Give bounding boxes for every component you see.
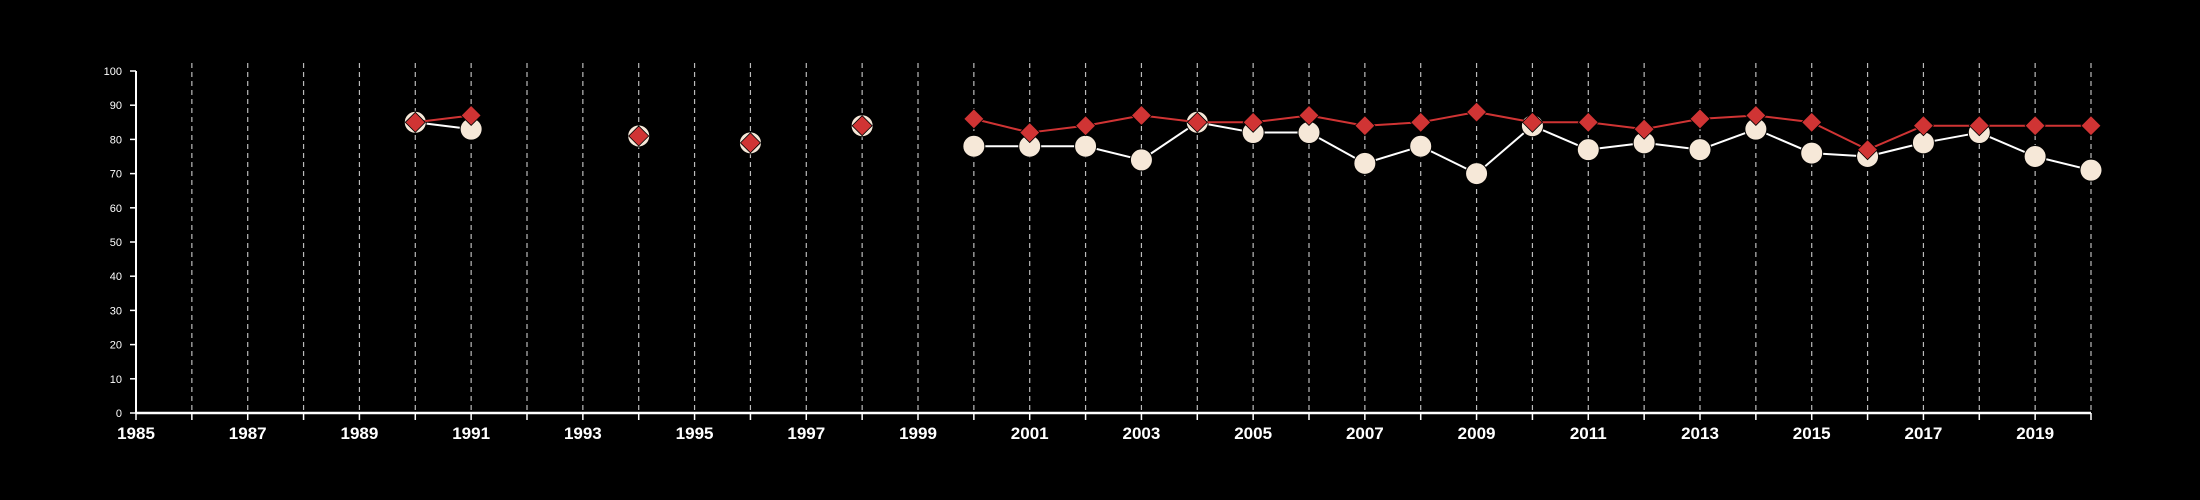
x-tick-label: 2007 — [1346, 424, 1384, 443]
x-tick-label: 1985 — [117, 424, 155, 443]
x-tick-label: 1993 — [564, 424, 602, 443]
x-tick-label: 1989 — [341, 424, 379, 443]
series-line-segment — [1085, 114, 1142, 127]
y-tick-label: 60 — [110, 203, 122, 215]
data-point-diamond — [460, 104, 482, 127]
data-point-circle — [1409, 134, 1433, 158]
y-tick-label: 40 — [110, 271, 122, 283]
y-tick-label: 70 — [110, 169, 122, 181]
y-tick-label: 0 — [116, 408, 122, 420]
data-point-diamond — [1633, 118, 1655, 140]
y-tick-label: 100 — [104, 66, 122, 78]
y-tick-label: 80 — [110, 134, 122, 146]
x-tick-label: 1995 — [676, 424, 714, 443]
data-point-diamond — [1186, 111, 1208, 133]
data-point-diamond — [851, 115, 873, 137]
data-point-diamond — [1689, 108, 1711, 130]
x-tick-label: 2017 — [1905, 424, 1943, 443]
data-point-circle — [1074, 134, 1098, 158]
data-point-diamond — [1801, 111, 1823, 133]
x-tick-label: 2005 — [1234, 424, 1272, 443]
x-tick-label: 2009 — [1458, 424, 1496, 443]
data-point-diamond — [1857, 139, 1879, 161]
data-point-circle — [1129, 148, 1153, 172]
axes: 0 10 20 30 40 50 60 70 80 90 100 1985 1987 1989 1991 19… — [104, 66, 2092, 443]
x-tick-label: 1991 — [452, 424, 490, 443]
series-group — [403, 101, 2103, 186]
x-tick-label: 1999 — [899, 424, 937, 443]
data-point-diamond — [2080, 115, 2102, 137]
data-point-diamond — [1912, 115, 1934, 137]
data-point-circle — [1576, 138, 1600, 162]
data-point-diamond — [1242, 111, 1264, 133]
data-point-diamond — [1298, 104, 1320, 127]
data-point-diamond — [628, 125, 650, 147]
series-line-segment — [1476, 111, 1533, 124]
data-point-diamond — [1410, 111, 1432, 133]
data-point-circle — [2023, 145, 2047, 168]
y-tick-label: 50 — [110, 237, 122, 249]
x-tick-label: 2013 — [1681, 424, 1719, 443]
series-line-segment — [1420, 111, 1477, 124]
data-point-circle — [1688, 138, 1712, 162]
data-point-diamond — [739, 132, 761, 154]
data-point-diamond — [963, 108, 985, 130]
x-tick-label: 2003 — [1123, 424, 1161, 443]
data-point-diamond — [404, 111, 426, 133]
x-tick-label: 2011 — [1570, 424, 1607, 443]
y-tick-label: 10 — [110, 374, 122, 386]
data-point-circle — [1353, 151, 1377, 175]
data-point-diamond — [1577, 111, 1599, 133]
series-line-segment — [1308, 114, 1366, 127]
x-tick-label: 2001 — [1011, 424, 1049, 443]
x-tick-label: 1987 — [229, 424, 267, 443]
data-point-diamond — [2024, 115, 2046, 137]
series-line-segment — [1867, 124, 1924, 151]
y-tick-label: 90 — [110, 100, 122, 112]
data-point-diamond — [1521, 111, 1543, 133]
data-point-circle — [1800, 141, 1824, 165]
data-point-diamond — [1019, 121, 1041, 144]
data-point-diamond — [1130, 104, 1152, 127]
data-point-diamond — [1354, 115, 1376, 137]
data-point-diamond — [1466, 101, 1488, 123]
data-point-diamond — [1745, 104, 1767, 127]
data-point-circle — [962, 134, 986, 158]
series-line-segment — [1643, 117, 1701, 131]
series-line-segment — [1811, 121, 1869, 151]
data-point-circle — [1465, 162, 1489, 186]
series-line-segment — [1475, 124, 1534, 175]
data-point-diamond — [1968, 115, 1990, 137]
data-point-diamond — [1075, 115, 1097, 137]
data-point-circle — [2079, 158, 2103, 182]
x-tick-label: 1997 — [787, 424, 825, 443]
y-tick-label: 30 — [110, 305, 122, 317]
x-tick-label: 2019 — [2016, 424, 2054, 443]
y-tick-label: 20 — [110, 340, 122, 352]
series-line-segment — [973, 117, 1030, 134]
x-tick-label: 2015 — [1793, 424, 1831, 443]
